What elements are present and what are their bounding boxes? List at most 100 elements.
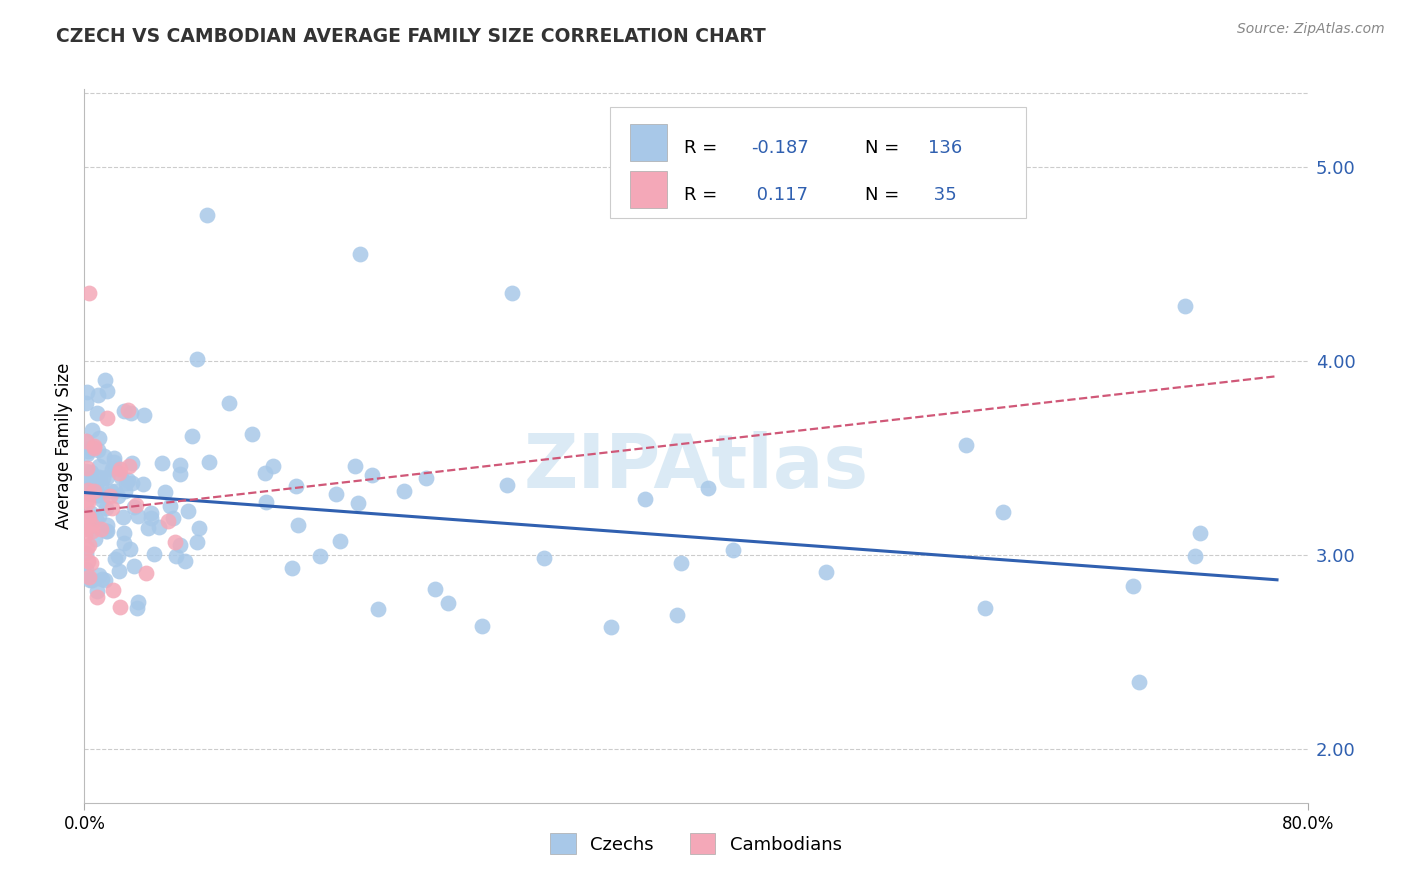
Point (177, 504, 200, 518)
Point (80, 518, 103, 533)
Point (96, 410, 118, 425)
Point (127, 508, 149, 523)
Point (169, 538, 191, 552)
Point (180, 429, 202, 443)
Point (86, 583, 108, 598)
Point (135, 566, 157, 580)
Point (120, 541, 142, 556)
Point (665, 608, 688, 623)
FancyBboxPatch shape (610, 107, 1026, 218)
Point (425, 582, 447, 596)
Point (1174, 299, 1197, 313)
Point (122, 558, 145, 573)
Point (349, 247, 371, 261)
Point (533, 551, 555, 566)
Point (174, 554, 197, 568)
Point (240, 426, 263, 441)
Point (87, 443, 110, 458)
Point (76, 483, 98, 497)
Point (132, 477, 155, 491)
Text: R =: R = (683, 139, 723, 157)
Point (84, 479, 107, 493)
Text: -0.187: -0.187 (751, 139, 808, 157)
Point (96, 524, 118, 538)
Point (254, 495, 277, 509)
Point (633, 492, 655, 507)
Point (76, 461, 98, 475)
Point (83, 533, 105, 547)
Text: Source: ZipAtlas.com: Source: ZipAtlas.com (1237, 22, 1385, 37)
Point (79, 441, 101, 455)
Point (153, 485, 176, 500)
Text: R =: R = (683, 186, 723, 203)
Point (169, 467, 191, 481)
Point (93, 449, 115, 463)
Point (101, 582, 124, 597)
Point (285, 478, 308, 492)
Point (94, 373, 117, 387)
Point (75, 528, 97, 542)
Legend: Czechs, Cambodians: Czechs, Cambodians (543, 826, 849, 862)
Point (344, 459, 367, 474)
Point (108, 564, 131, 578)
Point (955, 438, 977, 452)
Point (86, 406, 108, 420)
Text: 136: 136 (928, 139, 963, 157)
Point (120, 406, 142, 420)
Point (253, 467, 276, 481)
Point (198, 455, 221, 469)
Point (101, 462, 124, 476)
Point (75, 522, 97, 536)
Point (104, 551, 127, 566)
Point (75, 395, 97, 409)
Point (87, 470, 110, 484)
Point (83, 483, 105, 498)
Point (814, 565, 837, 579)
Point (121, 456, 143, 470)
Point (90, 493, 112, 508)
Point (117, 473, 139, 487)
Point (75, 561, 97, 575)
Text: 35: 35 (928, 186, 957, 203)
Point (84, 479, 107, 493)
Point (325, 487, 347, 501)
Point (697, 481, 720, 495)
Point (86, 387, 108, 401)
Point (392, 484, 415, 499)
Point (117, 402, 139, 417)
Point (108, 461, 131, 475)
Point (90, 572, 112, 586)
Point (96, 518, 118, 533)
Text: N =: N = (865, 186, 905, 203)
Point (669, 556, 692, 570)
Point (75, 434, 97, 448)
Point (139, 507, 162, 521)
Point (495, 478, 517, 492)
Point (139, 511, 162, 525)
Point (121, 475, 143, 490)
Point (107, 489, 129, 503)
Point (415, 471, 437, 485)
Point (86, 591, 108, 605)
Point (94, 501, 117, 516)
Y-axis label: Average Family Size: Average Family Size (55, 363, 73, 529)
Point (77, 538, 100, 552)
Point (125, 498, 148, 512)
Point (96, 524, 118, 539)
Point (80, 471, 103, 485)
Point (87, 431, 110, 445)
Point (159, 500, 181, 514)
Point (75, 464, 97, 478)
Point (367, 602, 389, 616)
Point (89, 508, 111, 523)
Point (347, 496, 370, 510)
Point (76, 492, 98, 507)
Point (76, 434, 98, 448)
Point (76, 569, 98, 583)
Point (77, 511, 100, 525)
Point (76, 385, 98, 400)
Point (218, 396, 240, 410)
Point (721, 543, 744, 558)
Point (360, 468, 382, 483)
Point (309, 549, 332, 563)
